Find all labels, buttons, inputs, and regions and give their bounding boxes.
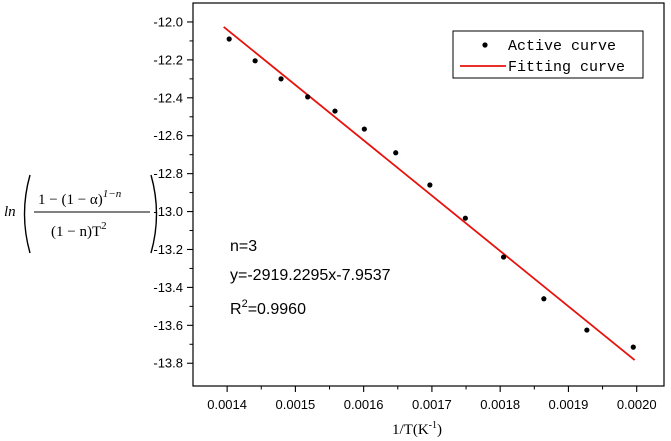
r2-value: =0.9960 [248,301,306,318]
data-point [226,36,232,42]
fit-annotations: n=3 y=-2919.2295x-7.9537 R2=0.9960 [230,238,391,318]
data-point [252,58,258,64]
fitting-curve-layer [223,26,636,361]
plot-frame [192,2,665,387]
y-tick-label: -13.6 [153,318,183,333]
y-title-denominator-main: (1 − n)T [51,224,101,240]
annotation-equation: y=-2919.2295x-7.9537 [230,267,391,284]
legend-active-label: Active curve [508,38,616,55]
y-title-denominator-sup: 2 [101,220,107,232]
r2-prefix: R [230,301,242,318]
x-axis: 0.0014 0.0015 0.0016 0.0017 0.0018 0.0019 0.00… [207,386,657,412]
legend-box [452,30,644,79]
x-tick-label: 0.0017 [412,397,452,412]
y-title-left-paren [23,174,31,254]
y-axis: -12.0 -12.2 -12.4 -12.6 -12.8 -13.0 -13.2 -13.4… [153,14,193,371]
annotation-n: n=3 [230,238,257,255]
x-axis-title: 1/T(K-1) [392,420,442,438]
y-title-numerator-sup: 1−n [103,188,122,200]
y-tick-label: -12.2 [153,52,183,67]
data-point [393,150,399,156]
data-point [630,344,636,350]
x-tick-label: 0.0020 [617,397,657,412]
data-point [278,76,284,82]
y-title-numerator: 1 − (1 − α)1−n [38,188,122,208]
y-tick-label: -12.0 [153,14,183,29]
y-tick-label: -12.4 [153,90,183,105]
annotation-r2: R2=0.9960 [230,298,306,318]
y-title-numerator-main: 1 − (1 − α) [38,192,103,208]
y-title-denominator: (1 − n)T2 [51,220,107,240]
x-tick-label: 0.0019 [549,397,589,412]
y-tick-label: -13.8 [153,356,183,371]
data-point [500,254,507,260]
data-point [361,126,367,132]
y-title-prefix: ln [4,204,16,220]
y-title-right-paren [150,174,158,254]
data-point [332,108,338,114]
x-axis-title-tail: ) [437,422,442,438]
x-axis-title-main: 1/T(K [392,422,429,438]
data-point [541,296,547,302]
x-tick-label: 0.0018 [480,397,520,412]
x-tick-label: 0.0016 [344,397,384,412]
data-point [305,94,311,100]
fitting-curve-line [223,26,636,361]
legend-fitting-label: Fitting curve [508,59,625,76]
y-axis-title: ln 1 − (1 − α)1−n (1 − n)T2 [4,174,158,254]
data-point [462,215,468,221]
data-point [427,182,433,188]
x-tick-label: 0.0015 [276,397,316,412]
y-tick-label: -12.6 [153,128,183,143]
legend: Active curve Fitting curve [452,30,644,79]
y-tick-label: -13.2 [153,242,183,257]
x-axis-title-sup: -1 [429,420,437,431]
y-tick-label: -13.0 [153,204,183,219]
legend-active-marker [482,42,488,48]
y-tick-label: -12.8 [153,166,183,181]
x-tick-label: 0.0014 [207,397,247,412]
r2-sup: 2 [242,298,248,310]
y-tick-label: -13.4 [153,280,183,295]
data-point [584,327,590,333]
active-curve-points [226,36,636,350]
